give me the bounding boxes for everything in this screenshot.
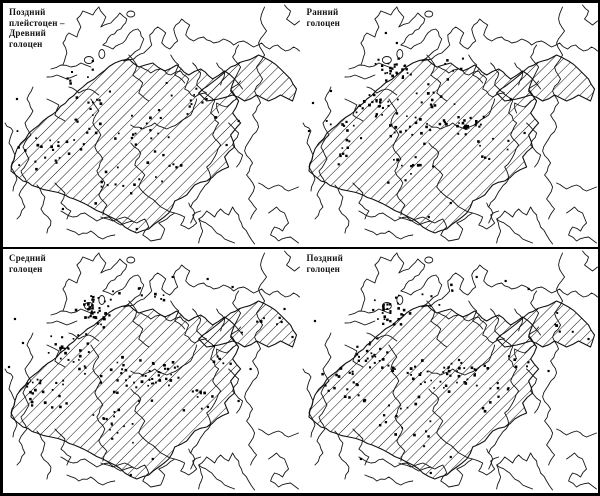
island-outline xyxy=(126,256,136,264)
lake-onega-outline xyxy=(98,295,106,305)
panel-middle-holocene: Средний голоцен xyxy=(3,249,301,493)
island-outline xyxy=(423,10,433,18)
lake-onega-outline xyxy=(98,49,106,59)
range-hatched-area xyxy=(10,300,298,480)
panel-label-line: голоцен xyxy=(306,263,341,274)
island-outline xyxy=(423,256,433,264)
row-top: Поздний плейстоцен – Древний голоцен Ран… xyxy=(3,3,598,249)
site-dots xyxy=(7,275,294,477)
lake-onega-outline xyxy=(395,49,403,59)
row-bottom: Средний голоцен Поздний голоцен xyxy=(3,249,598,493)
site-dots xyxy=(15,59,240,231)
panel-late-holocene: Поздний голоцен xyxy=(300,249,598,493)
panel-label: Средний голоцен xyxy=(9,253,46,274)
panel-label-line: голоцен xyxy=(9,38,43,49)
map-late-holocene xyxy=(302,250,598,491)
panel-label-line: плейстоцен – xyxy=(9,17,65,28)
panel-label-line: голоцен xyxy=(306,17,341,28)
panel-label-line: Древний xyxy=(9,28,47,38)
panel-label: Поздний голоцен xyxy=(307,253,343,274)
range-hatched-area xyxy=(10,54,298,234)
map-middle-holocene xyxy=(4,250,300,491)
panel-label-line: Поздний xyxy=(306,253,343,263)
site-dots xyxy=(307,31,526,219)
panel-label-line: голоцен xyxy=(9,263,43,274)
panel-label-line: Поздний xyxy=(9,7,46,17)
panel-early-holocene: Ранний голоцен xyxy=(300,3,598,247)
panel-late-pleistocene-early-holocene: Поздний плейстоцен – Древний голоцен xyxy=(3,3,301,247)
panel-label: Ранний голоцен xyxy=(307,7,341,28)
lake-onega-outline xyxy=(395,295,403,305)
panel-label: Поздний плейстоцен – Древний голоцен xyxy=(9,7,65,49)
panel-label-line: Средний xyxy=(9,253,46,263)
panel-label-line: Ранний xyxy=(306,7,339,17)
map-late-pleistocene-early-holocene xyxy=(4,4,300,245)
lake-ladoga-outline xyxy=(381,56,392,64)
site-dots xyxy=(313,275,590,475)
island-outline xyxy=(126,10,136,18)
map-early-holocene xyxy=(302,4,598,245)
range-hatched-area xyxy=(307,54,595,234)
range-hatched-area xyxy=(307,300,595,480)
